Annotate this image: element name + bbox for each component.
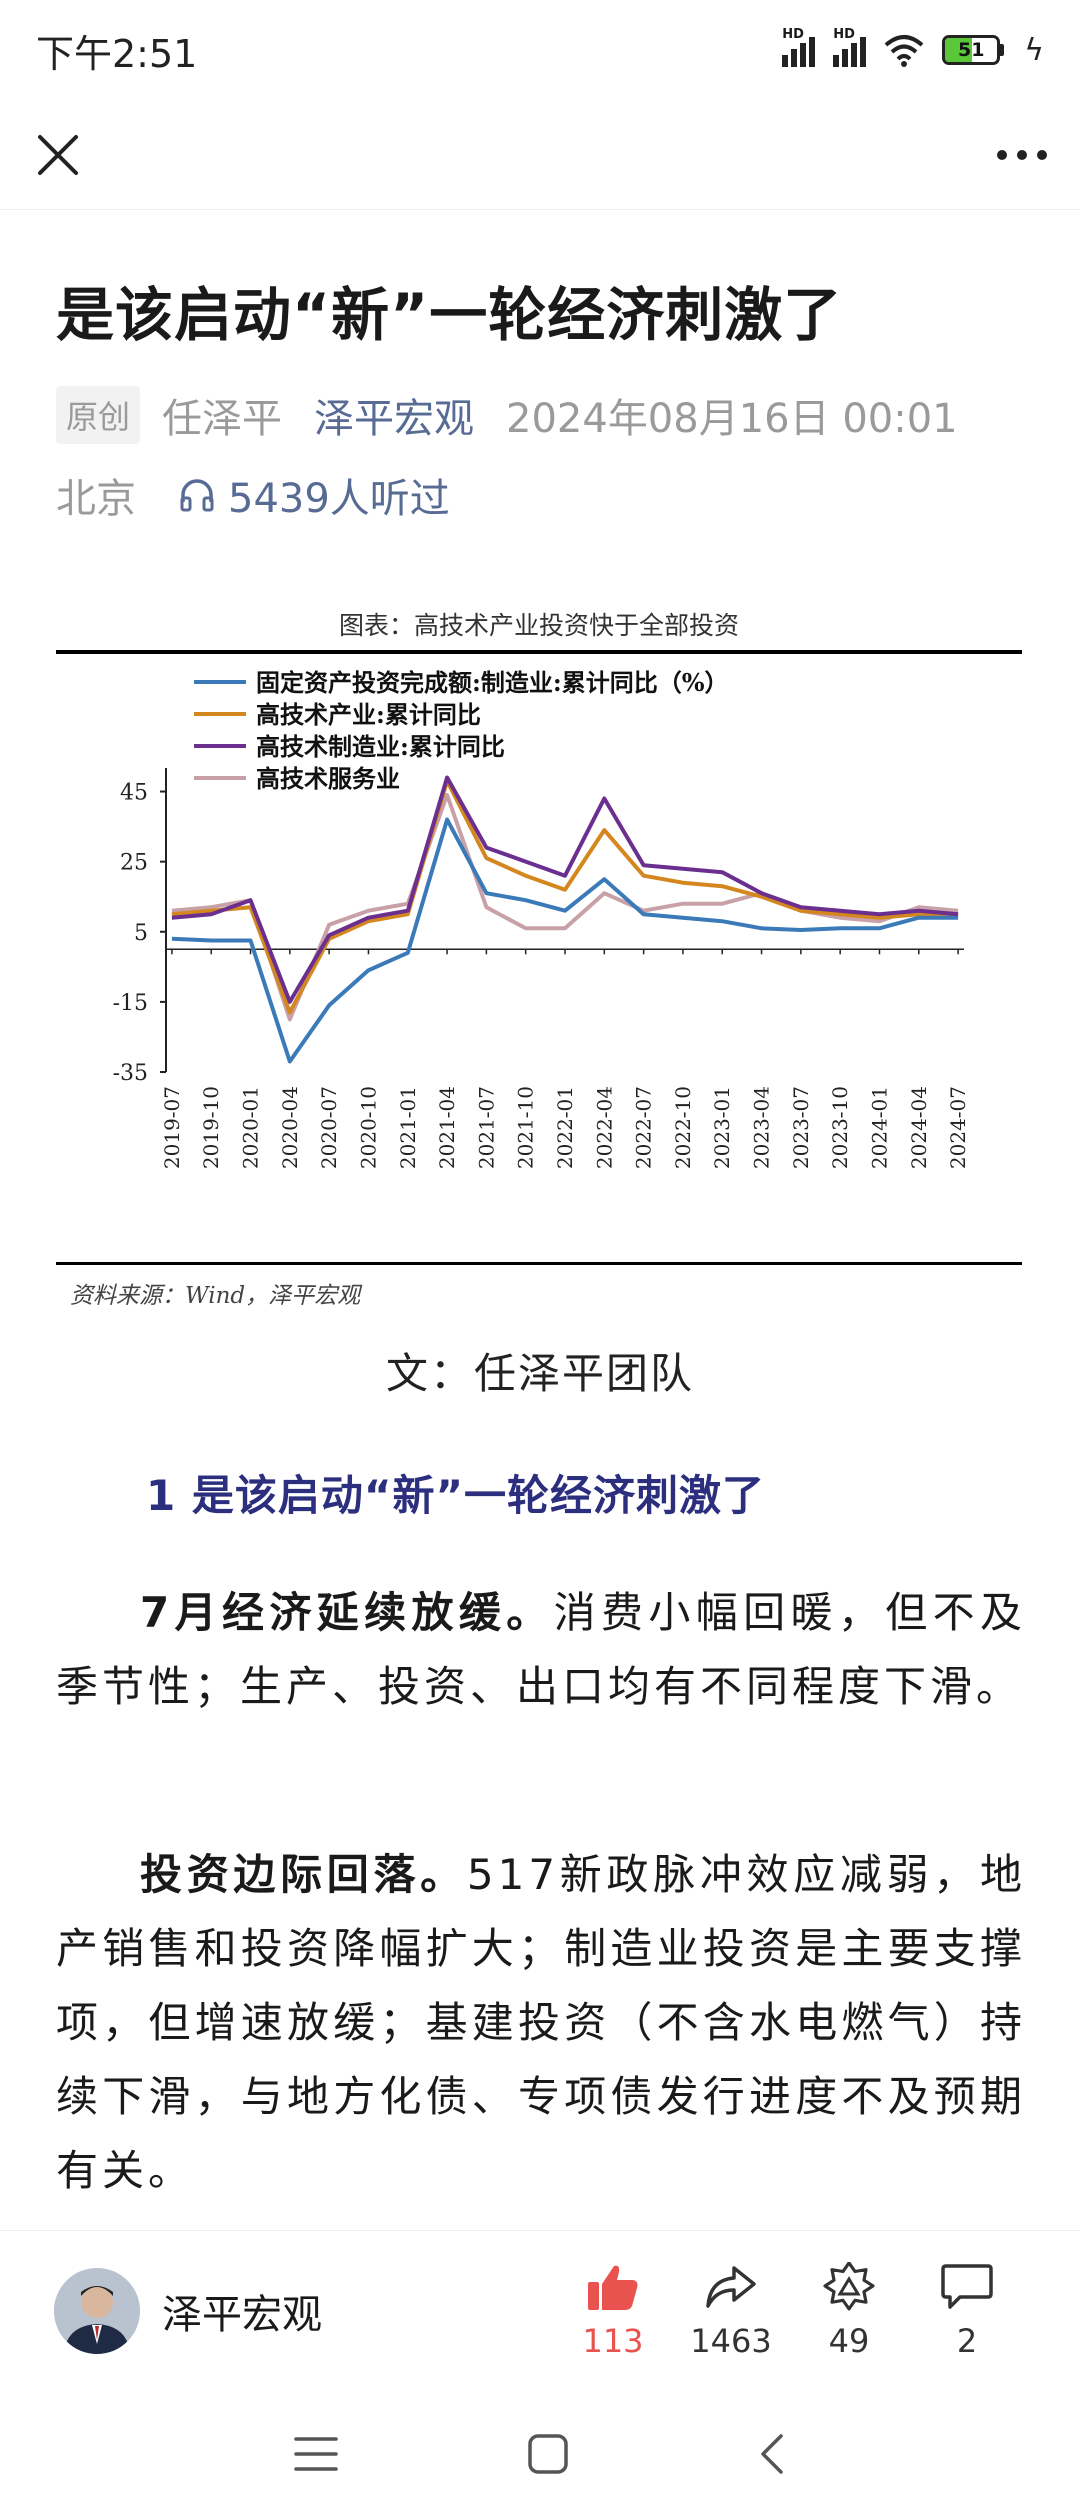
x-tick-label: 2019-10 [199,1086,223,1169]
publish-datetime: 2024年08月16日 00:01 [506,396,958,442]
legend-label: 高技术制造业:累计同比 [256,732,505,761]
home-icon [528,2434,568,2474]
avatar[interactable] [54,2267,140,2354]
x-tick-label: 2023-01 [710,1086,734,1169]
avatar-image [54,2267,140,2354]
status-bar: 下午2:51 HD HD 51 ϟ [0,0,1080,100]
status-time: 下午2:51 [36,31,198,76]
x-tick-label: 2020-07 [317,1086,341,1169]
article-meta: 原创 任泽平 泽平宏观 2024年08月16日 00:01 [56,386,958,444]
x-tick-label: 2021-04 [435,1086,459,1169]
close-icon [38,134,78,175]
y-tick-label: 5 [134,921,148,946]
x-tick-label: 2021-01 [396,1086,420,1169]
series-line [171,793,959,1022]
x-tick-label: 2024-07 [946,1086,970,1169]
battery-level: 51 [957,39,985,61]
system-navigation-bar [0,2392,1080,2520]
comment-icon [941,2263,993,2309]
paragraph-text: 517新政脉冲效应减弱，地产销售和投资降幅扩大；制造业投资是主要支撑项，但增速放… [56,1850,1026,2195]
author-name: 任泽平 [162,396,283,442]
legend-label: 高技术产业:累计同比 [256,700,481,729]
x-tick-label: 2023-10 [828,1086,852,1169]
author-action-bar: 泽平宏观 113 1463 49 2 [0,2230,1080,2390]
listen-count: 5439人听过 [228,476,450,522]
listen-button[interactable]: 5439人听过 [178,466,450,524]
y-tick-label: -35 [113,1061,148,1086]
x-tick-label: 2019-07 [160,1086,184,1169]
more-icon [997,149,1047,160]
account-link[interactable]: 泽平宏观 [314,396,475,442]
location: 北京 [56,476,136,522]
share-count: 1463 [690,2321,772,2360]
more-button[interactable] [994,127,1050,183]
share-icon [706,2265,756,2308]
menu-button[interactable] [293,2434,339,2478]
signal-icon: HD [833,27,867,67]
hd-label: HD [782,27,804,42]
paragraph: 7月经济延续放缓。消费小幅回暖，但不及季节性；生产、投资、出口均有不同程度下滑。 [56,1576,1026,1724]
paragraph-text: 消费小幅回暖，但不及季节性；生产、投资、出口均有不同程度下滑。 [56,1588,1026,1711]
figure-top-rule [56,650,1022,654]
figure-bottom-rule [56,1262,1022,1265]
recommend-count: 49 [828,2321,870,2360]
thumbs-up-icon [588,2265,638,2310]
charging-icon: ϟ [1024,32,1044,68]
like-count: 113 [582,2321,644,2360]
paragraph-lead: 7月经济延续放缓。 [140,1588,554,1637]
figure-caption: 图表：高技术产业投资快于全部投资 [338,611,739,640]
recommend-button[interactable]: 49 [790,2261,908,2360]
comment-button[interactable]: 2 [908,2262,1026,2360]
battery-icon: 51 [942,35,1005,65]
signal-icon: HD [782,27,816,67]
article-title: 是该启动“新”一轮经济刺激了 [56,281,843,349]
article-meta-secondary: 北京 5439人听过 [56,466,450,524]
account-name[interactable]: 泽平宏观 [162,2291,322,2338]
share-button[interactable]: 1463 [672,2262,790,2360]
series-line [171,817,959,1064]
x-tick-label: 2021-07 [474,1086,498,1169]
series-line [171,779,959,1015]
section-heading: 1 是该启动“新”一轮经济刺激了 [146,1471,766,1520]
like-button[interactable]: 113 [554,2262,672,2360]
x-tick-label: 2020-01 [239,1086,263,1169]
top-navigation [0,100,1080,210]
back-button[interactable] [757,2432,787,2480]
action-buttons: 113 1463 49 2 [554,2261,1026,2360]
home-button[interactable] [526,2432,570,2480]
original-badge: 原创 [56,386,141,444]
y-tick-label: 25 [120,851,148,876]
back-icon [760,2434,783,2474]
x-tick-label: 2022-07 [632,1086,656,1169]
headphones-icon [180,479,214,512]
series-line [171,775,959,1004]
close-button[interactable] [30,127,86,183]
paragraph: 投资边际回落。517新政脉冲效应减弱，地产销售和投资降幅扩大；制造业投资是主要支… [56,1838,1026,2208]
y-tick-label: 45 [120,781,148,806]
menu-icon [294,2437,339,2471]
wifi-icon [884,35,924,67]
x-tick-label: 2022-04 [592,1086,616,1169]
x-tick-label: 2023-04 [750,1086,774,1169]
x-tick-label: 2024-01 [867,1086,891,1169]
legend-label: 高技术服务业 [256,764,400,793]
paragraph-lead: 投资边际回落。 [140,1850,467,1899]
x-tick-label: 2022-10 [671,1086,695,1169]
recommend-icon [823,2261,875,2310]
x-tick-label: 2020-04 [278,1086,302,1169]
team-line: 文：任泽平团队 [385,1349,694,1398]
hd-label: HD [833,27,855,42]
chart-figure: 图表：高技术产业投资快于全部投资 45 25 5 -15 -35 2019-07 2019-… [56,606,1022,1316]
figure-source: 资料来源：Wind，泽平宏观 [70,1283,361,1309]
x-tick-label: 2021-10 [514,1086,538,1169]
status-icons: HD HD 51 ϟ [782,27,1044,68]
y-tick-label: -15 [113,991,148,1016]
x-tick-label: 2022-01 [553,1086,577,1169]
legend-label: 固定资产投资完成额:制造业:累计同比（%） [256,668,729,697]
line-chart: 45 25 5 -15 -35 2019-07 2019-10 2020-01 2020-04 2… [113,668,971,1169]
comment-count: 2 [956,2321,978,2360]
x-tick-label: 2024-04 [907,1086,931,1169]
x-tick-label: 2020-10 [356,1086,380,1169]
x-tick-label: 2023-07 [789,1086,813,1169]
